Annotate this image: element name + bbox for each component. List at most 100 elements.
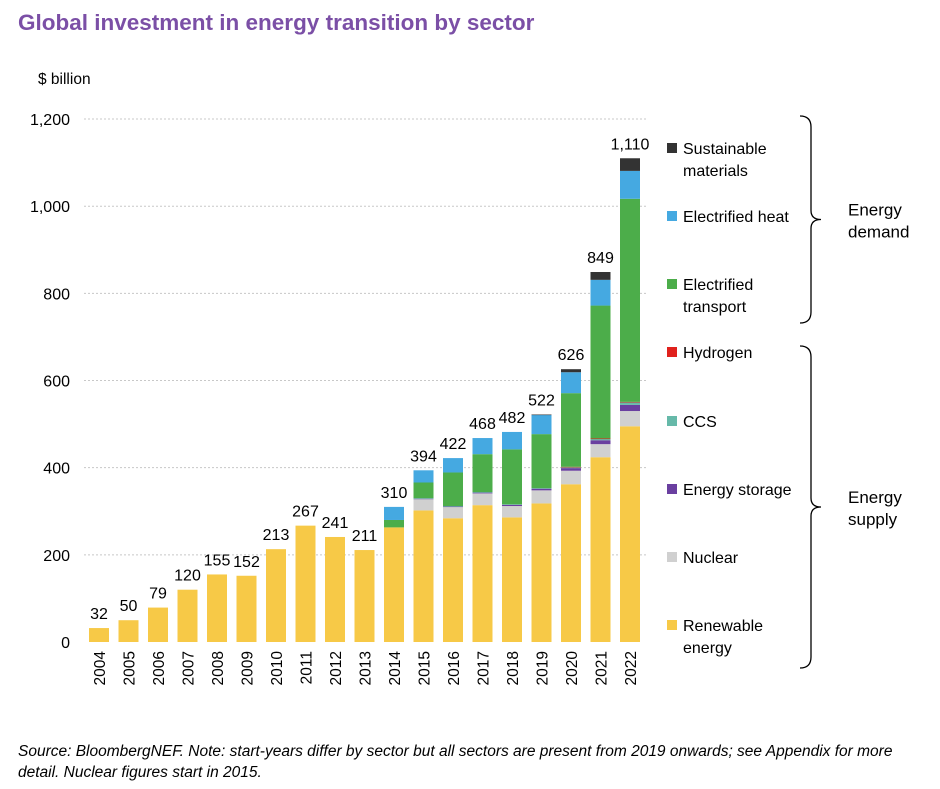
- bar-nuclear: [620, 411, 640, 427]
- grid-layer: [84, 118, 648, 556]
- bar-renewable-energy: [207, 574, 227, 642]
- bar-energy-storage: [531, 488, 552, 491]
- legend-swatch: [667, 416, 677, 426]
- bar-total-label: 626: [558, 347, 585, 364]
- y-tick-label: 600: [43, 374, 70, 391]
- x-tick-label: 2014: [387, 651, 404, 686]
- legend-brackets: Energy demand Energy supply: [799, 115, 909, 669]
- x-tick-label: 2013: [358, 651, 375, 685]
- bar-electrified-heat: [413, 470, 434, 483]
- bar-total-label: 1,110: [611, 136, 650, 153]
- energy-supply-label: supply: [848, 510, 898, 529]
- bar-sustainable-materials: [590, 272, 611, 280]
- energy-demand-label: demand: [848, 223, 909, 242]
- bar-energy-storage: [472, 492, 493, 494]
- x-tick-label: 2017: [476, 651, 493, 685]
- bar-electrified-transport: [443, 472, 463, 507]
- bar-ccs: [472, 492, 493, 493]
- legend-swatch: [667, 143, 677, 153]
- bar-electrified-transport: [590, 305, 611, 439]
- bar-ccs: [561, 467, 581, 469]
- bar-renewable-energy: [177, 589, 198, 642]
- legend-swatch: [667, 552, 677, 562]
- bar-renewable-energy: [531, 503, 552, 642]
- bar-total-label: 120: [174, 568, 201, 585]
- bar-electrified-heat: [384, 506, 404, 520]
- axis-layer: $ billion 0 200 400 600 800 1,000 1,200 2004 200…: [30, 71, 640, 685]
- energy-demand-label: Energy: [848, 201, 902, 220]
- bar-electrified-transport: [531, 434, 552, 489]
- legend-swatch: [667, 347, 677, 357]
- legend-item: Energy storage: [667, 482, 792, 499]
- bar-nuclear: [443, 506, 463, 519]
- bar-hydrogen: [561, 466, 581, 468]
- y-tick-label: 1,200: [30, 112, 70, 129]
- legend-item: Electrified transport: [667, 277, 753, 316]
- bar-electrified-heat: [502, 431, 522, 450]
- y-tick-label: 800: [43, 286, 70, 303]
- legend-item: Electrified heat: [667, 209, 789, 226]
- y-tick-label: 200: [43, 548, 70, 565]
- energy-supply-label: Energy: [848, 488, 902, 507]
- legend-label: energy: [683, 640, 732, 657]
- bar-energy-storage: [590, 440, 611, 445]
- bar-renewable-energy: [443, 518, 463, 642]
- bar-renewable-energy: [502, 517, 522, 642]
- bar-energy-storage: [620, 404, 640, 412]
- x-tick-label: 2016: [446, 651, 463, 685]
- legend-swatch: [667, 211, 677, 221]
- x-tick-label: 2007: [181, 651, 198, 685]
- bar-energy-storage: [502, 504, 522, 507]
- bar-renewable-energy: [620, 426, 640, 642]
- energy-demand-bracket: [799, 115, 822, 324]
- bar-nuclear: [413, 499, 434, 511]
- bar-renewable-energy: [236, 575, 257, 642]
- y-tick-label: 0: [61, 635, 70, 652]
- legend-swatch: [667, 484, 677, 494]
- y-tick-label: 400: [43, 461, 70, 478]
- bar-ccs: [443, 506, 463, 507]
- bar-renewable-energy: [148, 607, 168, 642]
- bar-total-label: 211: [352, 528, 378, 545]
- legend-label: Electrified: [683, 277, 753, 294]
- bar-electrified-heat: [620, 170, 640, 199]
- bar-electrified-transport: [620, 198, 640, 402]
- x-tick-label: 2021: [594, 651, 611, 685]
- legend-swatch: [667, 620, 677, 630]
- bar-electrified-transport: [472, 454, 493, 493]
- legend-item: Hydrogen: [667, 345, 752, 362]
- x-tick-label: 2018: [505, 651, 522, 685]
- bar-total-label: 422: [440, 436, 467, 453]
- bar-renewable-energy: [384, 527, 404, 642]
- bar-renewable-energy: [325, 536, 345, 642]
- x-tick-label: 2010: [269, 651, 286, 686]
- bar-electrified-transport: [561, 393, 581, 467]
- bar-nuclear: [590, 444, 611, 458]
- bar-ccs: [620, 402, 640, 405]
- bar-renewable-energy: [561, 484, 581, 642]
- legend-label: Energy storage: [683, 482, 792, 499]
- bar-electrified-transport: [384, 519, 404, 528]
- energy-supply-bracket: [799, 345, 822, 669]
- legend-label: materials: [683, 163, 748, 180]
- bar-total-label: 79: [149, 586, 167, 603]
- y-tick-label: 1,000: [30, 199, 70, 216]
- bar-electrified-transport: [502, 449, 522, 505]
- y-axis-label: $ billion: [38, 71, 91, 88]
- bar-total-label: 152: [233, 554, 260, 571]
- bar-electrified-heat: [590, 279, 611, 306]
- bar-renewable-energy: [354, 550, 375, 642]
- x-tick-label: 2020: [564, 651, 581, 686]
- legend-swatch: [667, 279, 677, 289]
- x-tick-label: 2015: [417, 651, 434, 685]
- bar-total-label: 522: [528, 393, 555, 410]
- legend-label: transport: [683, 299, 747, 316]
- legend-item: Nuclear: [667, 550, 739, 567]
- x-tick-label: 2011: [299, 651, 316, 684]
- x-tick-label: 2012: [328, 651, 345, 685]
- x-tick-label: 2004: [92, 651, 109, 686]
- bar-electrified-heat: [443, 458, 463, 473]
- bar-ccs: [590, 438, 611, 441]
